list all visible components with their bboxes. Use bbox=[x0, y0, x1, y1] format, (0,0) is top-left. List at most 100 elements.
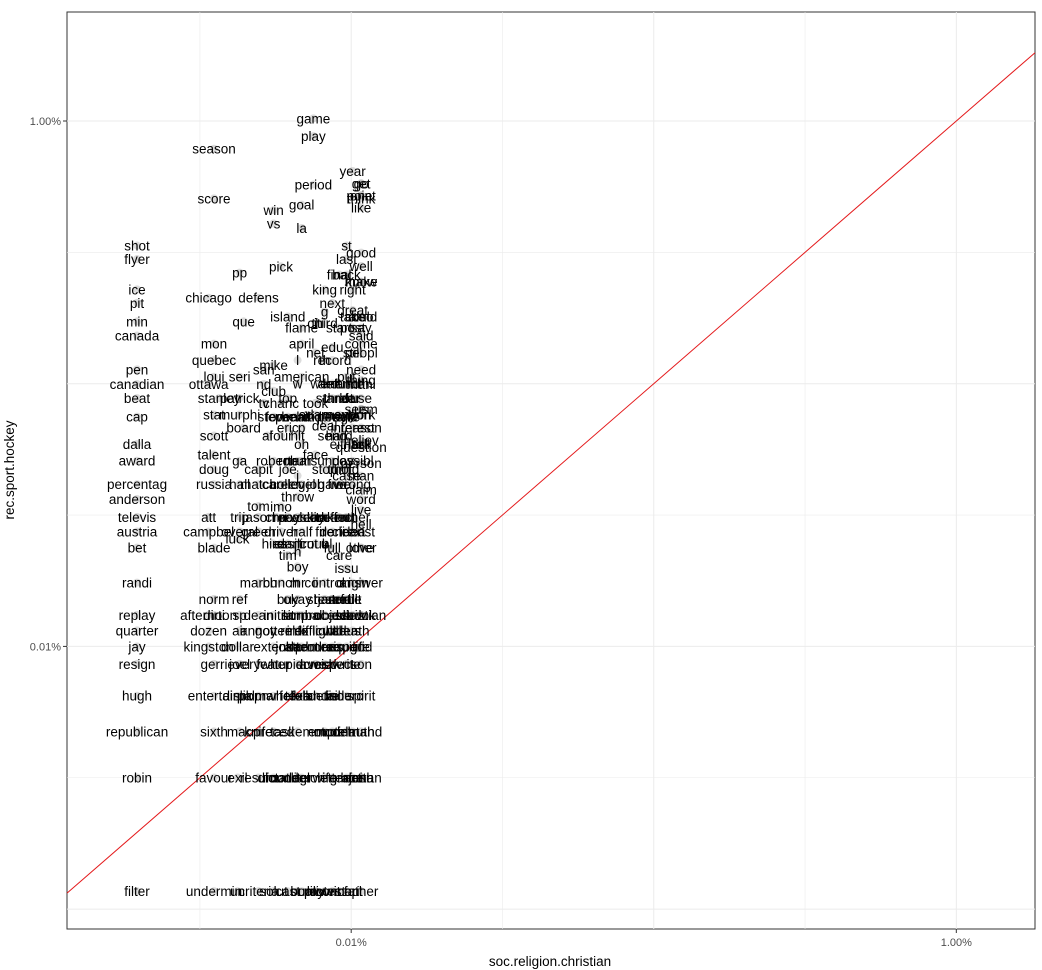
point-label: percentag bbox=[107, 477, 167, 492]
point-label: play bbox=[301, 129, 326, 144]
point-label: case bbox=[332, 469, 361, 484]
data-point bbox=[357, 194, 366, 203]
data-point bbox=[357, 261, 366, 270]
data-point bbox=[335, 465, 344, 474]
data-point bbox=[297, 527, 306, 536]
point-label: hire bbox=[262, 536, 285, 551]
data-point bbox=[209, 410, 218, 419]
point-label: robert bbox=[256, 454, 292, 469]
point-label: beat bbox=[124, 391, 151, 406]
data-point bbox=[239, 423, 248, 432]
data-point bbox=[357, 179, 366, 188]
data-point bbox=[235, 456, 244, 465]
point-label: att bbox=[201, 510, 216, 525]
data-point bbox=[328, 356, 337, 365]
point-label: info bbox=[287, 623, 309, 638]
point-label: like bbox=[351, 200, 371, 215]
data-point bbox=[293, 471, 302, 480]
data-point bbox=[320, 659, 329, 668]
point-label: experi bbox=[328, 639, 365, 654]
point-label: next bbox=[320, 296, 346, 311]
data-point bbox=[209, 543, 218, 552]
point-label: letter bbox=[317, 770, 348, 785]
data-point bbox=[335, 379, 344, 388]
data-point bbox=[209, 450, 218, 459]
point-label: other bbox=[346, 541, 377, 556]
point-label: possibl bbox=[332, 454, 374, 469]
data-point bbox=[233, 773, 242, 782]
data-point bbox=[297, 456, 306, 465]
point-label: three bbox=[324, 391, 355, 406]
data-point bbox=[235, 410, 244, 419]
point-label: patrick bbox=[220, 391, 260, 406]
point-label: final bbox=[327, 268, 352, 283]
data-point bbox=[297, 773, 306, 782]
data-point bbox=[348, 626, 357, 635]
point-label: turn bbox=[327, 462, 350, 477]
data-point bbox=[311, 398, 320, 407]
data-point bbox=[357, 527, 366, 536]
point-label: eric bbox=[277, 421, 299, 436]
data-point bbox=[133, 642, 142, 651]
point-label: make bbox=[345, 275, 378, 290]
data-point bbox=[348, 306, 357, 315]
point-label: blade bbox=[197, 541, 230, 556]
point-label: wrong bbox=[333, 477, 371, 492]
point-label: chri bbox=[265, 510, 287, 525]
data-point bbox=[204, 512, 213, 521]
data-point bbox=[342, 691, 351, 700]
data-point bbox=[348, 379, 357, 388]
point-label: aliv bbox=[305, 884, 326, 899]
point-label: mari bbox=[333, 884, 359, 899]
point-label: us bbox=[354, 402, 369, 417]
data-point bbox=[297, 642, 306, 651]
data-point bbox=[348, 480, 357, 489]
data-point bbox=[335, 410, 344, 419]
data-point bbox=[293, 492, 302, 501]
data-point bbox=[269, 727, 278, 736]
data-point bbox=[293, 547, 302, 556]
data-point bbox=[342, 887, 351, 896]
point-label: inde bbox=[326, 689, 352, 704]
point-label: word bbox=[346, 492, 376, 507]
data-point bbox=[357, 248, 366, 257]
point-label: g bbox=[321, 304, 329, 319]
point-label: start bbox=[326, 321, 353, 336]
data-point bbox=[254, 691, 263, 700]
point-label: forward bbox=[265, 410, 310, 425]
data-point bbox=[293, 431, 302, 440]
data-point bbox=[283, 512, 292, 521]
point-label: recal bbox=[273, 510, 302, 525]
point-label: dalla bbox=[123, 437, 152, 452]
data-point bbox=[357, 458, 366, 467]
point-label: murphi bbox=[219, 408, 260, 423]
data-point bbox=[357, 471, 366, 480]
data-point bbox=[328, 659, 337, 668]
point-label: object bbox=[314, 608, 350, 623]
data-point bbox=[328, 691, 337, 700]
data-point bbox=[328, 543, 337, 552]
point-label: hold bbox=[334, 462, 360, 477]
data-point bbox=[283, 610, 292, 619]
reference-line bbox=[66, 52, 1036, 894]
point-label: tim bbox=[279, 548, 297, 563]
point-label: codeglori bbox=[270, 770, 325, 785]
data-point bbox=[269, 386, 278, 395]
point-label: solut bbox=[259, 884, 288, 899]
point-label: sort bbox=[328, 592, 351, 607]
data-point bbox=[209, 691, 218, 700]
data-point bbox=[328, 456, 337, 465]
data-point bbox=[357, 543, 366, 552]
point-label: campbel bbox=[183, 524, 234, 539]
point-label: far bbox=[345, 391, 361, 406]
data-point bbox=[263, 431, 272, 440]
point-label: run bbox=[292, 454, 312, 469]
point-label: filter bbox=[124, 884, 150, 899]
point-label: un bbox=[230, 884, 245, 899]
point-label: la bbox=[296, 221, 307, 236]
data-point bbox=[133, 727, 142, 736]
point-label: edu bbox=[321, 340, 344, 355]
data-point bbox=[348, 348, 357, 357]
point-label: texa bbox=[285, 689, 311, 704]
data-point bbox=[320, 527, 329, 536]
